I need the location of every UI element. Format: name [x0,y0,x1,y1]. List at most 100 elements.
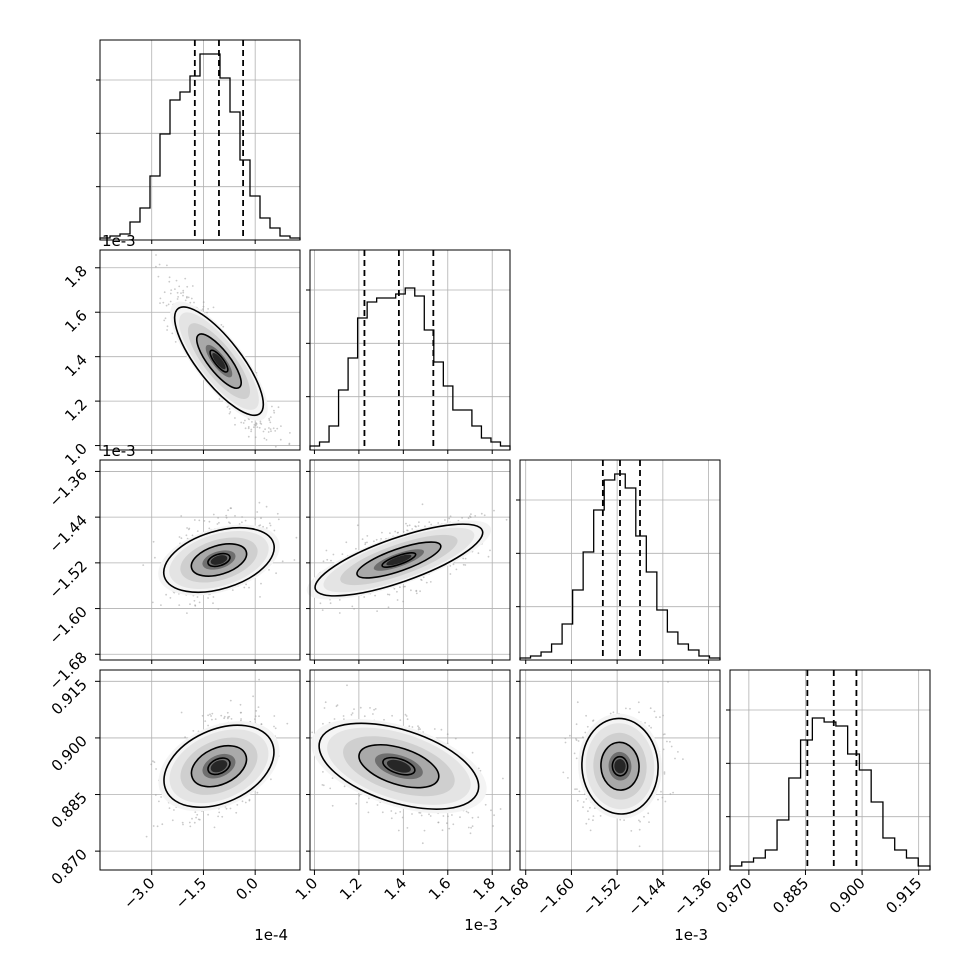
panel-0-0 [96,39,301,244]
sample-point [415,589,418,592]
sample-point [178,604,181,606]
sample-point [154,794,157,796]
sample-point [376,804,379,806]
sample-point [467,811,470,814]
panel-1-0 [99,249,301,454]
sample-point [366,535,369,537]
sample-point [386,593,389,596]
sample-point [420,814,423,817]
sample-point [184,277,187,280]
sample-point [415,592,418,595]
sample-point [417,525,420,527]
sample-point [578,790,581,793]
sample-point [419,590,421,593]
panel-frame-2-1 [309,459,511,661]
sample-point [182,823,184,826]
sample-point [346,684,348,687]
sample-point [241,800,244,803]
sample-point [471,751,474,754]
sample-point [444,519,446,521]
sample-point [351,712,354,714]
sample-point [255,710,258,712]
sample-point [325,549,328,552]
sample-point [247,427,250,430]
panel-3-1 [306,669,511,871]
sample-point [405,715,408,717]
sample-point [332,553,335,556]
sample-point [218,811,221,814]
sample-point [418,521,420,524]
contour-3-1-1 [358,743,440,789]
sample-point [663,771,666,773]
sample-point [490,809,492,812]
sample-point [182,294,184,297]
sample-point [160,604,162,606]
sample-point [393,587,396,590]
sample-point [255,423,258,425]
sample-point [270,430,272,433]
sample-point [191,285,194,287]
sample-point [399,586,401,589]
sample-point [356,524,359,527]
sample-point [229,807,232,810]
sample-point [193,821,196,824]
sample-point [433,728,436,730]
sample-point [198,519,201,522]
sample-point [437,821,440,824]
sample-point [160,796,163,798]
sample-point [448,827,451,830]
sample-point [396,590,398,593]
sample-point [189,825,192,828]
sample-point [208,527,211,530]
sample-point [368,797,370,800]
contour-3-0-2 [163,724,275,809]
sample-point [274,727,277,730]
sample-point [267,431,270,433]
sample-point [165,304,168,307]
sample-point [358,794,361,797]
sample-point [666,740,668,743]
sample-point [322,771,324,773]
sample-point [619,818,622,821]
sample-point [171,332,174,335]
sample-point [226,711,229,714]
sample-point [562,771,565,774]
panel-2-1 [306,459,511,664]
sample-point [211,712,214,715]
sample-point [355,547,357,550]
contour-3-0-1 [190,744,248,788]
contour-1-0-2 [173,306,265,417]
sample-point [387,606,390,609]
sample-point [258,678,260,681]
sample-point [670,745,673,748]
sample-point [193,301,195,304]
sample-point [155,768,158,770]
sample-point [159,302,161,304]
sample-point [421,503,424,506]
sample-point [502,777,504,780]
sample-point [244,519,247,522]
sample-point [212,602,214,605]
sample-point [186,285,189,288]
sample-point [440,728,443,731]
sample-point [421,842,424,845]
sample-point [424,525,426,528]
sample-point [225,516,228,519]
sample-point [231,589,234,591]
sample-point [245,583,248,586]
sample-point [462,563,465,566]
sample-point [322,722,324,725]
sample-point [161,823,164,826]
sample-point [273,725,275,728]
sample-point [406,524,409,527]
sample-point [567,777,569,779]
sample-point [582,806,584,809]
sample-point [234,515,236,517]
contour-3-0-0 [207,757,231,776]
sample-point [186,612,188,614]
sample-point [256,426,259,428]
sample-point [207,308,210,310]
sample-point [254,436,257,439]
sample-point [576,788,578,790]
sample-point [213,826,216,829]
